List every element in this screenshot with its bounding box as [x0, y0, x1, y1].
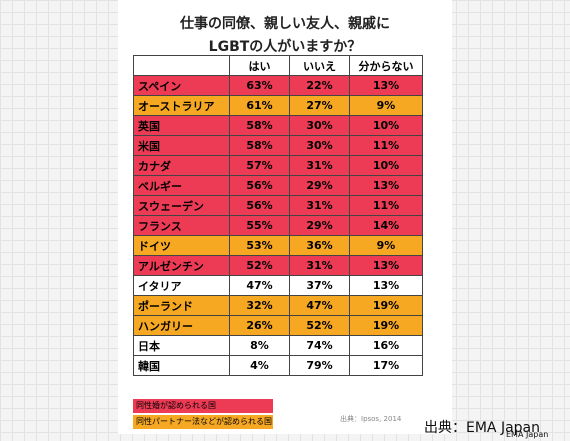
country-cell: スペイン [133, 75, 230, 96]
country-cell: アルゼンチン [133, 255, 230, 276]
country-cell: オーストラリア [133, 95, 230, 116]
country-cell: スウェーデン [133, 195, 230, 216]
value-cell: 30% [289, 135, 350, 156]
table-row: フランス 55% 29% 14% [133, 215, 423, 236]
value-cell: 31% [289, 195, 350, 216]
value-cell: 55% [229, 215, 290, 236]
header-cell [133, 55, 230, 76]
title-line: 仕事の同僚、親しい友人、親戚に [180, 16, 390, 32]
value-cell: 26% [229, 315, 290, 336]
table-row: ハンガリー 26% 52% 19% [133, 315, 423, 336]
value-cell: 52% [289, 315, 350, 336]
value-cell: 53% [229, 235, 290, 256]
table-row: 韓国 4% 79% 17% [133, 355, 423, 376]
value-cell: 29% [289, 215, 350, 236]
country-cell: ハンガリー [133, 315, 230, 336]
value-cell: 30% [289, 115, 350, 136]
value-cell: 11% [349, 135, 423, 156]
watermark: EMA Japan [506, 430, 549, 439]
legend-item: 同性婚が認められる国 [133, 399, 273, 413]
value-cell: 79% [289, 355, 350, 376]
value-cell: 27% [289, 95, 350, 116]
table-row: ドイツ 53% 36% 9% [133, 235, 423, 256]
table-row: アルゼンチン 52% 31% 13% [133, 255, 423, 276]
value-cell: 56% [229, 175, 290, 196]
value-cell: 14% [349, 215, 423, 236]
source: 出典：Ipsos, 2014 [340, 415, 402, 423]
value-cell: 13% [349, 75, 423, 96]
value-cell: 32% [229, 295, 290, 316]
value-cell: 47% [289, 295, 350, 316]
value-cell: 4% [229, 355, 290, 376]
value-cell: 9% [349, 235, 423, 256]
value-cell: 19% [349, 315, 423, 336]
card: 仕事の同僚、親しい友人、親戚に LGBTの人がいますか？ はい いいえ 分からないス… [118, 0, 452, 434]
header-row: はい いいえ 分からない [133, 55, 423, 76]
table-row: カナダ 57% 31% 10% [133, 155, 423, 176]
value-cell: 57% [229, 155, 290, 176]
value-cell: 58% [229, 115, 290, 136]
country-cell: 日本 [133, 335, 230, 356]
value-cell: 58% [229, 135, 290, 156]
value-cell: 17% [349, 355, 423, 376]
value-cell: 47% [229, 275, 290, 296]
value-cell: 36% [289, 235, 350, 256]
value-cell: 37% [289, 275, 350, 296]
value-cell: 8% [229, 335, 290, 356]
table-row: ベルギー 56% 29% 13% [133, 175, 423, 196]
country-cell: カナダ [133, 155, 230, 176]
country-cell: ドイツ [133, 235, 230, 256]
table: はい いいえ 分からない スペイン 63% 22% 13% オーストラリア 61% 27% 9% 英国… [133, 55, 423, 376]
table-row: 米国 58% 30% 11% [133, 135, 423, 156]
value-cell: 9% [349, 95, 423, 116]
table-row: ポーランド 32% 47% 19% [133, 295, 423, 316]
value-cell: 31% [289, 155, 350, 176]
value-cell: 63% [229, 75, 290, 96]
legend-item: 同性パートナー法などが認められる国 [133, 415, 273, 429]
table-row: 英国 58% 30% 10% [133, 115, 423, 136]
value-cell: 52% [229, 255, 290, 276]
header-cell: はい [229, 55, 290, 76]
country-cell: 韓国 [133, 355, 230, 376]
value-cell: 19% [349, 295, 423, 316]
value-cell: 11% [349, 195, 423, 216]
value-cell: 56% [229, 195, 290, 216]
header-cell: いいえ [289, 55, 350, 76]
table-row: スペイン 63% 22% 13% [133, 75, 423, 96]
value-cell: 16% [349, 335, 423, 356]
country-cell: イタリア [133, 275, 230, 296]
value-cell: 10% [349, 115, 423, 136]
value-cell: 13% [349, 275, 423, 296]
country-cell: 米国 [133, 135, 230, 156]
header-cell: 分からない [349, 55, 423, 76]
value-cell: 22% [289, 75, 350, 96]
country-cell: フランス [133, 215, 230, 236]
value-cell: 31% [289, 255, 350, 276]
value-cell: 61% [229, 95, 290, 116]
table-row: スウェーデン 56% 31% 11% [133, 195, 423, 216]
country-cell: ポーランド [133, 295, 230, 316]
country-cell: ベルギー [133, 175, 230, 196]
table-row: イタリア 47% 37% 13% [133, 275, 423, 296]
credit: 出典：EMA Japan [424, 420, 540, 436]
value-cell: 13% [349, 255, 423, 276]
table-row: オーストラリア 61% 27% 9% [133, 95, 423, 116]
value-cell: 10% [349, 155, 423, 176]
value-cell: 74% [289, 335, 350, 356]
country-cell: 英国 [133, 115, 230, 136]
title-line: LGBTの人がいますか？ [208, 39, 362, 55]
value-cell: 13% [349, 175, 423, 196]
table-row: 日本 8% 74% 16% [133, 335, 423, 356]
value-cell: 29% [289, 175, 350, 196]
